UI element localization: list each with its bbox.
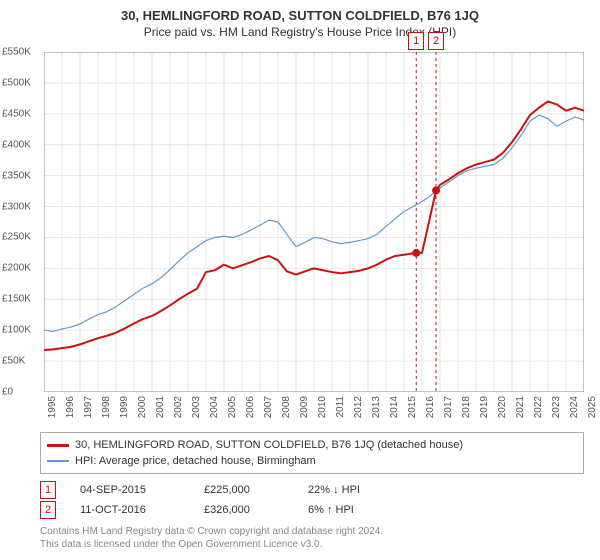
x-tick-label: 2007 <box>263 396 274 418</box>
event-date: 04-SEP-2015 <box>80 480 180 500</box>
legend: 30, HEMLINGFORD ROAD, SUTTON COLDFIELD, … <box>40 432 584 474</box>
y-tick-label: £300K <box>2 201 31 212</box>
x-tick-label: 1997 <box>83 396 94 418</box>
legend-swatch-property <box>47 444 69 447</box>
x-tick-label: 2000 <box>137 396 148 418</box>
y-tick-label: £0 <box>2 387 13 398</box>
event-date: 11-OCT-2016 <box>80 500 180 520</box>
sale-marker: 1 <box>408 32 424 50</box>
x-tick-label: 2005 <box>227 396 238 418</box>
x-tick-label: 1998 <box>101 396 112 418</box>
sale-marker: 2 <box>428 32 444 50</box>
x-tick-label: 2011 <box>335 396 346 418</box>
x-tick-label: 2013 <box>371 396 382 418</box>
x-tick-label: 2016 <box>425 396 436 418</box>
x-tick-label: 2003 <box>191 396 202 418</box>
y-tick-label: £500K <box>2 77 31 88</box>
x-tick-label: 2017 <box>443 396 454 418</box>
x-tick-label: 2002 <box>173 396 184 418</box>
event-delta: 22% ↓ HPI <box>308 480 360 500</box>
chart-title: 30, HEMLINGFORD ROAD, SUTTON COLDFIELD, … <box>0 0 600 23</box>
event-row: 1 04-SEP-2015 £225,000 22% ↓ HPI <box>40 480 584 500</box>
x-tick-label: 1999 <box>119 396 130 418</box>
legend-row-hpi: HPI: Average price, detached house, Birm… <box>47 453 577 469</box>
y-tick-label: £200K <box>2 263 31 274</box>
legend-row-property: 30, HEMLINGFORD ROAD, SUTTON COLDFIELD, … <box>47 437 577 453</box>
y-tick-label: £350K <box>2 170 31 181</box>
x-tick-label: 2020 <box>497 396 508 418</box>
x-tick-label: 2014 <box>389 396 400 418</box>
x-tick-label: 2018 <box>461 396 472 418</box>
chart-area: £0£50K£100K£150K£200K£250K£300K£350K£400… <box>44 52 584 392</box>
x-tick-label: 2021 <box>515 396 526 418</box>
x-tick-label: 2023 <box>551 396 562 418</box>
event-number: 1 <box>40 481 56 499</box>
x-tick-label: 2009 <box>299 396 310 418</box>
y-tick-label: £400K <box>2 139 31 150</box>
x-tick-label: 2025 <box>587 396 598 418</box>
chart-svg <box>44 52 584 392</box>
x-tick-label: 2022 <box>533 396 544 418</box>
events-table: 1 04-SEP-2015 £225,000 22% ↓ HPI 2 11-OCT-201… <box>40 480 584 520</box>
x-tick-label: 2012 <box>353 396 364 418</box>
y-tick-label: £50K <box>2 356 25 367</box>
x-tick-label: 2015 <box>407 396 418 418</box>
legend-label-hpi: HPI: Average price, detached house, Birm… <box>75 453 316 469</box>
x-tick-label: 1996 <box>65 396 76 418</box>
y-tick-label: £150K <box>2 294 31 305</box>
x-tick-label: 2024 <box>569 396 580 418</box>
x-tick-label: 2010 <box>317 396 328 418</box>
attribution: Contains HM Land Registry data © Crown c… <box>40 526 584 551</box>
attribution-line-2: This data is licensed under the Open Gov… <box>40 539 322 550</box>
event-row: 2 11-OCT-2016 £326,000 6% ↑ HPI <box>40 500 584 520</box>
legend-label-property: 30, HEMLINGFORD ROAD, SUTTON COLDFIELD, … <box>75 437 463 453</box>
event-price: £326,000 <box>204 500 284 520</box>
attribution-line-1: Contains HM Land Registry data © Crown c… <box>40 526 383 537</box>
x-tick-label: 1995 <box>47 396 58 418</box>
chart-subtitle: Price paid vs. HM Land Registry's House … <box>0 23 600 39</box>
x-tick-label: 2006 <box>245 396 256 418</box>
y-tick-label: £100K <box>2 325 31 336</box>
event-number: 2 <box>40 501 56 519</box>
y-tick-label: £250K <box>2 232 31 243</box>
x-tick-label: 2001 <box>155 396 166 418</box>
legend-swatch-hpi <box>47 460 69 462</box>
y-tick-label: £550K <box>2 47 31 58</box>
x-tick-label: 2008 <box>281 396 292 418</box>
event-price: £225,000 <box>204 480 284 500</box>
x-tick-label: 2004 <box>209 396 220 418</box>
y-tick-label: £450K <box>2 108 31 119</box>
x-tick-label: 2019 <box>479 396 490 418</box>
event-delta: 6% ↑ HPI <box>308 500 354 520</box>
